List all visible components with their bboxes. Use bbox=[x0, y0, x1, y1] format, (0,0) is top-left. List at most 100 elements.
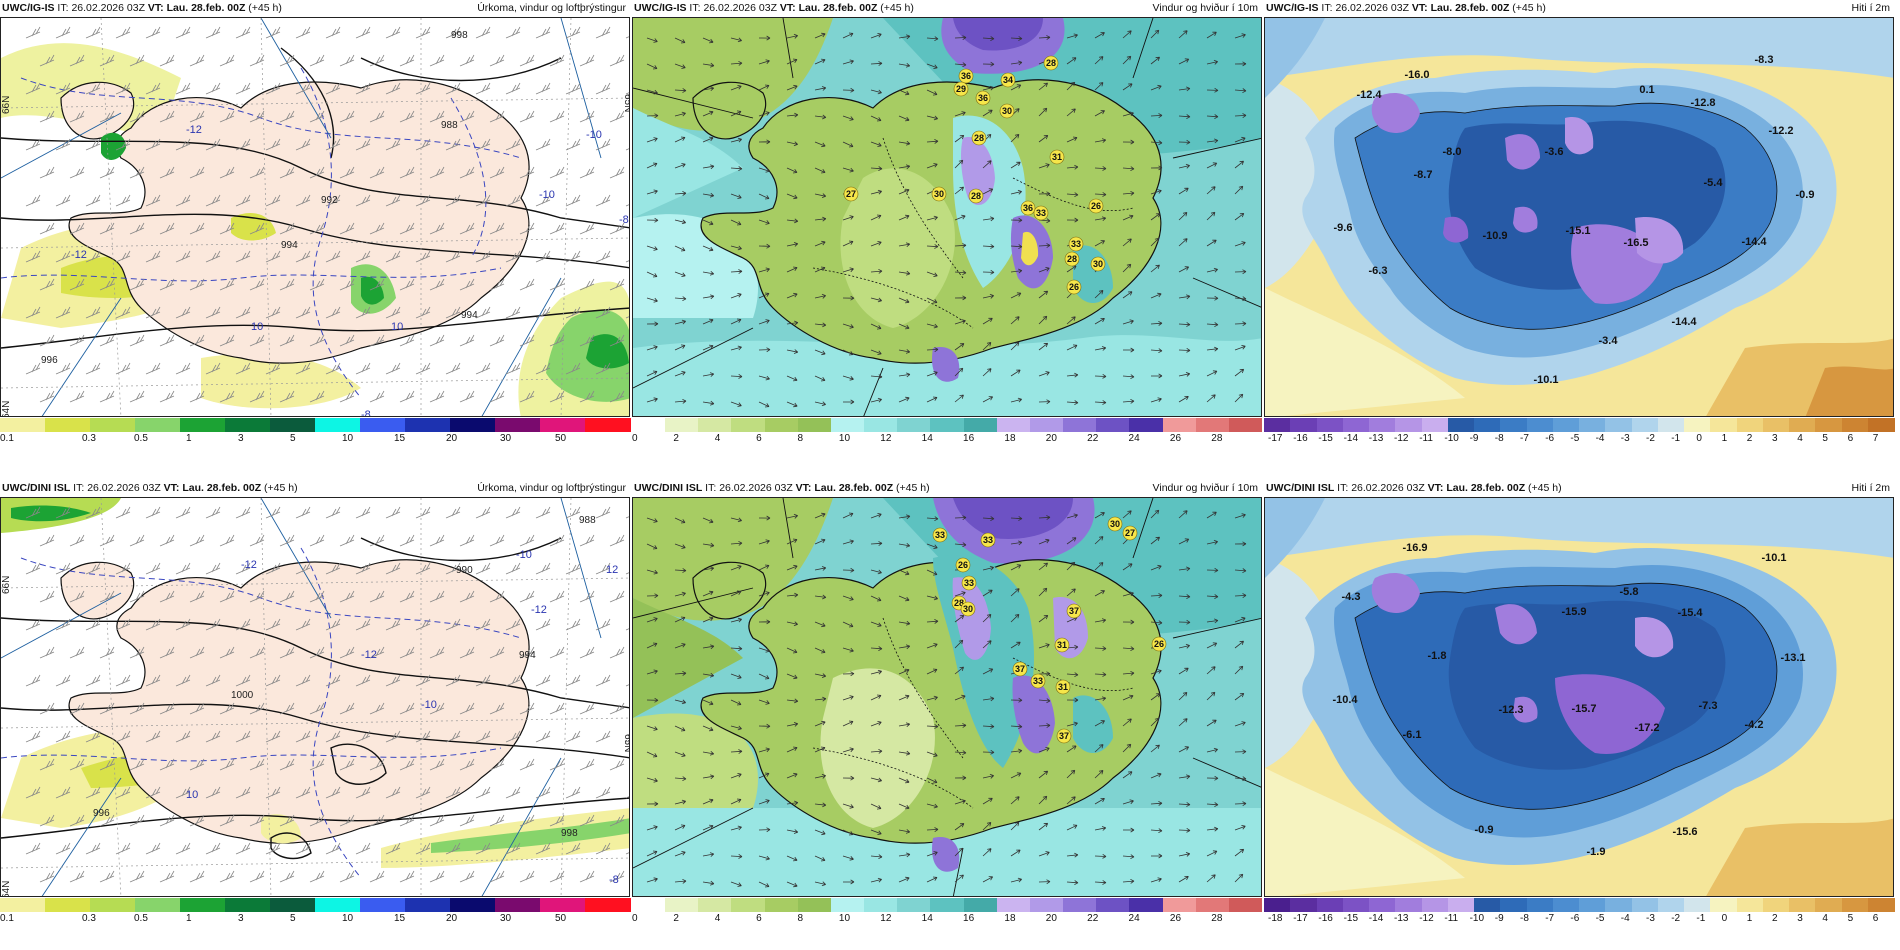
wind-barb bbox=[535, 674, 551, 687]
wind-arrow bbox=[758, 111, 770, 117]
wind-arrow bbox=[1150, 397, 1162, 403]
wind-barb bbox=[459, 646, 475, 659]
wind-arrow bbox=[758, 827, 771, 833]
wind-arrow bbox=[1150, 140, 1163, 146]
colorbar-tick: 14 bbox=[921, 433, 933, 444]
wind-arrow bbox=[758, 84, 770, 91]
temperature-value: -15.1 bbox=[1565, 225, 1590, 237]
wind-barb bbox=[609, 110, 625, 123]
colorbar-tick: -2 bbox=[1671, 913, 1681, 924]
temp-label: -12 bbox=[241, 559, 257, 571]
wind-arrow bbox=[674, 671, 687, 676]
wind-barb bbox=[549, 814, 565, 827]
wind-arrow bbox=[786, 193, 798, 200]
wind-arrow bbox=[730, 881, 742, 887]
colorbar-swatch bbox=[1526, 898, 1554, 912]
wind-arrow bbox=[814, 32, 826, 39]
gust-marker bbox=[932, 527, 948, 543]
wind-arrow bbox=[842, 375, 854, 381]
wind-arrow bbox=[758, 292, 770, 299]
colorbar-swatch bbox=[540, 418, 586, 432]
wind-arrow bbox=[758, 673, 770, 680]
colorbar-swatch bbox=[315, 898, 361, 912]
wind-barb bbox=[369, 54, 385, 67]
wind-barb bbox=[295, 562, 311, 575]
wind-arrow bbox=[1038, 315, 1048, 325]
wind-barb bbox=[625, 148, 629, 151]
wind-arrow bbox=[674, 37, 686, 44]
wind-arrow bbox=[1010, 292, 1022, 299]
wind-barb bbox=[99, 814, 115, 827]
isobar-label: 994 bbox=[281, 240, 298, 251]
wind-arrow bbox=[646, 642, 658, 649]
wind-arrow bbox=[674, 517, 686, 524]
wind-arrow bbox=[730, 617, 742, 623]
wind-arrow bbox=[1010, 397, 1022, 403]
vt-label: VT: bbox=[1427, 482, 1444, 494]
wind-barb bbox=[325, 842, 341, 855]
it-label: IT: bbox=[73, 482, 85, 494]
wind-barb bbox=[55, 618, 71, 631]
gust-value: 30 bbox=[963, 604, 973, 614]
wind-barb bbox=[475, 506, 491, 519]
wind-barb bbox=[249, 814, 265, 827]
wind-arrow bbox=[842, 720, 854, 727]
wind-arrow bbox=[954, 214, 966, 221]
wind-barb bbox=[325, 786, 341, 799]
wind-barb bbox=[579, 814, 595, 827]
wind-arrow bbox=[786, 513, 798, 519]
wind-barb bbox=[39, 646, 55, 659]
wind-arrow bbox=[646, 725, 658, 731]
wind-barb bbox=[145, 786, 161, 799]
wind-arrow bbox=[898, 34, 911, 40]
wind-arrow bbox=[1178, 619, 1191, 625]
wind-barb bbox=[159, 222, 175, 235]
wind-barb bbox=[69, 758, 85, 771]
wind-barb bbox=[69, 870, 85, 883]
wind-arrow bbox=[1234, 368, 1245, 377]
wind-arrow bbox=[842, 267, 854, 273]
colorbar-swatch bbox=[1867, 418, 1895, 432]
wind-arrow bbox=[758, 539, 770, 545]
wind-arrow bbox=[730, 345, 742, 351]
temperature-value: -7.3 bbox=[1699, 700, 1718, 712]
wind-arrow bbox=[1038, 371, 1050, 377]
colorbar-swatch bbox=[797, 418, 832, 432]
wind-arrow bbox=[1206, 691, 1216, 701]
wind-barb bbox=[369, 278, 385, 291]
lat-label: 65N bbox=[622, 94, 630, 112]
wind-arrow bbox=[1010, 217, 1023, 223]
wind-arrow bbox=[786, 772, 798, 779]
wind-barb bbox=[535, 138, 551, 151]
temperature-value: -9.6 bbox=[1334, 222, 1353, 234]
colorbar-tick: 6 bbox=[1847, 433, 1854, 444]
wind-arrow bbox=[898, 115, 910, 122]
panel-header: UWC/DINI ISL IT: 26.02.2026 03Z VT: Lau.… bbox=[634, 480, 1258, 496]
temperature-value: -8.3 bbox=[1755, 54, 1774, 66]
wind-arrow bbox=[1010, 134, 1020, 143]
wind-arrow bbox=[1066, 372, 1079, 378]
wind-barb bbox=[235, 306, 251, 319]
colorbar-swatch bbox=[1063, 418, 1097, 432]
wind-barb bbox=[265, 618, 281, 631]
gust-marker bbox=[980, 532, 996, 548]
wind-arrow bbox=[758, 647, 770, 653]
wind-barb bbox=[429, 646, 445, 659]
wind-arrow bbox=[954, 186, 964, 195]
wind-arrow bbox=[1150, 213, 1161, 221]
wind-barb bbox=[279, 702, 295, 715]
wind-arrow bbox=[898, 803, 910, 810]
colorbar-swatch bbox=[1195, 898, 1230, 912]
temperature-value: 0.1 bbox=[1639, 84, 1654, 96]
wind-arrow bbox=[814, 773, 826, 779]
colorbar-swatch bbox=[1369, 898, 1396, 912]
wind-arrow bbox=[674, 245, 686, 252]
wind-barb bbox=[595, 82, 611, 95]
wind-barb bbox=[99, 166, 115, 179]
wind-arrow bbox=[786, 266, 798, 273]
wind-arrow bbox=[814, 375, 826, 382]
wind-arrow bbox=[702, 86, 715, 92]
wind-arrow bbox=[1010, 614, 1020, 623]
wind-barb bbox=[489, 534, 505, 547]
wind-arrow bbox=[702, 517, 714, 524]
